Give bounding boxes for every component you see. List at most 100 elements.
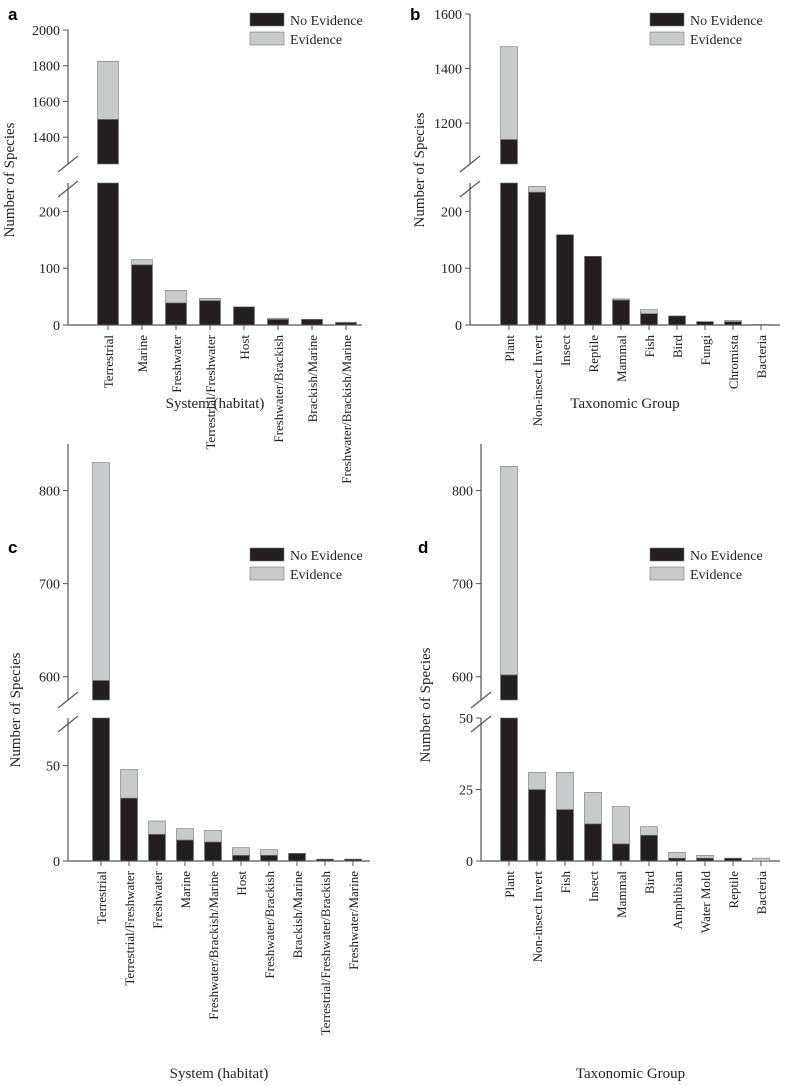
bar-no-evidence	[612, 299, 630, 326]
bar-no-evidence	[97, 182, 119, 326]
legend-label: Evidence	[290, 33, 342, 48]
panel-letter: d	[418, 538, 428, 557]
legend: No Evidence Evidence	[249, 12, 363, 48]
axis-break-mark	[57, 155, 79, 173]
bar-no-evidence	[528, 191, 546, 326]
y-tick-label: 0	[455, 319, 462, 334]
bar-evidence	[92, 462, 110, 681]
x-tick-label: Non-insect Invert	[530, 871, 545, 963]
bar-no-evidence	[500, 717, 518, 862]
bar-evidence	[612, 806, 630, 845]
y-axis-label: Number of Species	[412, 112, 428, 227]
x-tick-label: Reptile	[726, 871, 741, 909]
x-tick-label: Freshwater/Brackish	[271, 335, 286, 443]
x-tick-label: Marine	[178, 871, 193, 909]
x-tick-label: Freshwater	[150, 870, 165, 928]
bar-no-evidence	[724, 857, 742, 862]
bar-evidence	[724, 320, 742, 322]
bar-evidence	[260, 849, 278, 856]
bar-evidence	[500, 466, 518, 676]
panel-a: a 0 100 200 1400 1600 1800 2000 Terrestrial Marin…	[2, 5, 363, 484]
axis-break-mark	[459, 155, 481, 173]
bar-no-evidence	[301, 319, 323, 326]
x-tick-label: Bacteria	[754, 871, 769, 915]
x-tick-label: Terrestrial/Freshwater/Brackish	[318, 871, 333, 1036]
bar-evidence	[120, 769, 138, 799]
bar-evidence	[668, 852, 686, 859]
bar-evidence	[148, 820, 166, 835]
bar-no-evidence	[288, 853, 306, 862]
bar-no-evidence	[500, 182, 518, 326]
x-tick-label: Host	[237, 335, 252, 360]
legend: No Evidence Evidence	[249, 547, 363, 583]
bar-no-evidence	[668, 315, 686, 326]
x-tick-label: Bird	[642, 871, 657, 895]
y-tick-label: 1600	[32, 95, 60, 110]
panel-c: c 0 50 600 700 800 Terrestrial Terrestrial/Fres…	[8, 444, 370, 1082]
bar-no-evidence	[335, 322, 357, 326]
legend: No Evidence Evidence	[649, 12, 763, 48]
bar-no-evidence	[500, 674, 518, 701]
bar-evidence	[584, 792, 602, 825]
bar-evidence	[752, 857, 770, 862]
bar-no-evidence	[344, 858, 362, 862]
legend-label: No Evidence	[690, 14, 763, 29]
bar-no-evidence	[148, 834, 166, 862]
legend-label: No Evidence	[290, 549, 363, 564]
axis-break-mark	[57, 715, 79, 733]
bar-evidence	[176, 828, 194, 841]
bar-no-evidence	[260, 854, 278, 862]
legend-label: No Evidence	[290, 14, 363, 29]
bar-no-evidence	[233, 306, 255, 326]
y-tick-label: 1200	[434, 117, 462, 132]
legend-label: Evidence	[290, 568, 342, 583]
y-tick-label: 1600	[434, 8, 462, 23]
panel-letter: a	[8, 5, 18, 24]
bar-no-evidence	[556, 234, 574, 326]
bar-no-evidence	[556, 809, 574, 862]
y-tick-label: 600	[39, 671, 60, 686]
x-tick-label: Non-insect Invert	[530, 335, 545, 427]
bar-no-evidence	[724, 321, 742, 326]
y-tick-label: 100	[441, 262, 462, 277]
bar-evidence	[640, 309, 658, 314]
x-tick-label: Chromista	[726, 335, 741, 389]
x-tick-label: Freshwater/Brackish/Marine	[339, 335, 354, 484]
bar-evidence	[612, 298, 630, 301]
legend-label: Evidence	[690, 568, 742, 583]
x-tick-label: Freshwater	[169, 334, 184, 392]
bar-no-evidence	[584, 255, 602, 326]
legend: No Evidence Evidence	[649, 547, 763, 583]
bar-no-evidence	[752, 324, 770, 326]
x-tick-label: Fish	[558, 871, 573, 894]
x-tick-label: Brackish/Marine	[290, 871, 305, 959]
bar-no-evidence	[640, 834, 658, 862]
legend-swatch	[649, 31, 685, 46]
y-tick-label: 700	[39, 578, 60, 593]
y-tick-label: 50	[46, 760, 60, 775]
bar-no-evidence	[176, 839, 194, 862]
bar-evidence	[640, 826, 658, 836]
y-tick-label: 700	[452, 578, 473, 593]
x-tick-label: Terrestrial	[101, 335, 116, 389]
bar-evidence	[267, 317, 289, 320]
bar-no-evidence	[165, 302, 187, 326]
bar-evidence	[696, 854, 714, 859]
bar-no-evidence	[131, 264, 153, 326]
legend-label: No Evidence	[690, 549, 763, 564]
bar-evidence	[335, 321, 357, 324]
y-tick-label: 0	[53, 319, 60, 334]
x-tick-label: Terrestrial/Freshwater	[203, 334, 218, 449]
bar-evidence	[556, 772, 574, 810]
x-tick-label: Terrestrial	[94, 871, 109, 925]
y-tick-label: 50	[459, 712, 473, 727]
y-tick-label: 800	[452, 485, 473, 500]
panel-d: d 0 25 50 600 700 800 Plant Non-insect Invert Fis…	[418, 444, 780, 1082]
y-tick-label: 600	[452, 671, 473, 686]
y-tick-label: 2000	[32, 24, 60, 39]
bar-evidence	[232, 847, 250, 856]
x-tick-label: Insect	[586, 871, 601, 902]
x-tick-label: Plant	[502, 335, 517, 362]
bar-evidence	[165, 290, 187, 304]
